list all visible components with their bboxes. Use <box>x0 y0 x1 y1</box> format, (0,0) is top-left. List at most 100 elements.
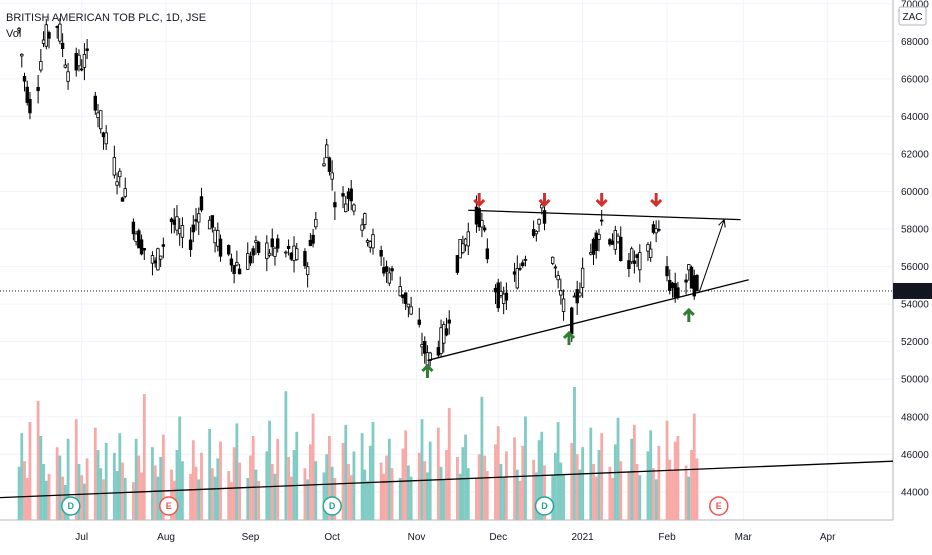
resistance-marker-arrow-head <box>538 198 551 208</box>
volume-bar <box>347 464 350 520</box>
volume-bar <box>254 469 258 520</box>
volume-bar <box>42 464 45 520</box>
candle-body <box>311 234 315 244</box>
volume-bar <box>534 472 538 520</box>
candle-body <box>365 240 370 243</box>
candle-body <box>518 267 522 270</box>
dividend-badge[interactable]: D <box>61 496 81 516</box>
volume-bar <box>630 438 634 520</box>
volume-bar <box>594 476 598 520</box>
volume-bar <box>690 450 693 520</box>
candle-body <box>314 219 318 228</box>
volume-bar <box>638 475 642 520</box>
volume-bar <box>671 471 674 520</box>
volume-bar <box>475 478 478 520</box>
candle-body <box>305 266 310 276</box>
projection-arrow-line <box>699 219 725 292</box>
price-tick-label: 68000 <box>901 37 929 48</box>
volume-bar <box>330 466 334 520</box>
currency-label: ZAC <box>903 12 923 23</box>
volume-label[interactable]: Vol <box>6 28 22 40</box>
candle-body <box>267 252 272 256</box>
volume-bar <box>608 466 612 520</box>
currency-badge: ZAC <box>898 6 927 26</box>
chart-legend: BRITISH AMERICAN TOB PLC, 1D, JSE Vol <box>6 10 206 42</box>
time-tick-label: Mar <box>735 532 753 543</box>
candle-body <box>613 230 617 250</box>
candle-body <box>687 264 691 271</box>
volume-bar <box>573 387 576 520</box>
volume-bar <box>502 476 506 520</box>
earnings-badge[interactable]: E <box>709 496 729 516</box>
volume-bar <box>480 396 484 520</box>
candle-body <box>695 274 699 292</box>
candle-body <box>123 188 127 197</box>
volume-bar <box>420 419 424 520</box>
candle-body <box>352 204 356 212</box>
volume-bar <box>627 472 631 520</box>
volume-bar <box>344 424 348 520</box>
candle-body <box>676 287 680 298</box>
price-tick-label: 66000 <box>901 74 929 85</box>
candle-body <box>665 266 669 277</box>
candle-body <box>265 242 269 259</box>
resistance-marker-arrow <box>650 193 663 208</box>
volume-bar <box>409 476 413 520</box>
volume-bar <box>635 464 639 520</box>
candle-body <box>22 76 27 82</box>
volume-bar <box>82 483 86 520</box>
candle-body <box>137 230 141 249</box>
last-price-label: 54700 <box>899 287 927 298</box>
volume-bar <box>632 424 636 520</box>
candle-body <box>199 196 204 211</box>
volume-bar <box>363 469 367 520</box>
candle-body <box>561 298 566 312</box>
candle-body <box>371 234 375 249</box>
currency-badge-box <box>898 6 927 26</box>
candle-body <box>463 238 468 246</box>
volume-bar <box>39 436 43 520</box>
candle-body <box>289 252 294 260</box>
time-tick-label: Apr <box>820 532 836 543</box>
event-badge-label: E <box>716 501 722 511</box>
earnings-badge[interactable]: E <box>159 496 179 516</box>
volume-bar <box>121 462 124 520</box>
candle-body <box>139 239 144 255</box>
candle-body <box>398 286 402 297</box>
volume-bar <box>556 422 560 520</box>
volume-bar <box>17 466 21 520</box>
volume-bar <box>25 478 29 520</box>
candle-body <box>499 290 503 296</box>
candle-body <box>142 247 146 251</box>
candle-body <box>599 219 604 222</box>
volume-bar <box>352 451 356 520</box>
candle-body <box>169 218 174 223</box>
volume-bar <box>455 457 459 520</box>
candle-body <box>384 266 389 272</box>
volume-bar <box>652 468 655 520</box>
candle-body <box>657 228 661 231</box>
candle-body <box>387 272 392 284</box>
volume-bar <box>404 430 408 520</box>
volume-bar <box>96 450 100 520</box>
volume-bar <box>385 455 389 520</box>
candle-body <box>60 42 65 49</box>
time-tick-label: Sep <box>242 532 260 543</box>
dividend-badge[interactable]: D <box>534 496 555 516</box>
volume-bar <box>616 417 620 520</box>
volume-bar <box>270 464 274 520</box>
volume-bar <box>504 451 508 520</box>
volume-bar <box>458 473 462 520</box>
volume-bar <box>74 419 78 520</box>
candle-body <box>248 255 253 264</box>
dividend-badge[interactable]: D <box>322 496 342 516</box>
volume-bar <box>197 479 201 520</box>
candle-body <box>638 252 642 271</box>
candle-body <box>180 225 185 238</box>
symbol-title[interactable]: BRITISH AMERICAN TOB PLC, 1D, JSE <box>6 12 207 24</box>
candle-body <box>156 248 160 271</box>
volume-bar <box>649 430 653 520</box>
candle-body <box>303 251 307 267</box>
